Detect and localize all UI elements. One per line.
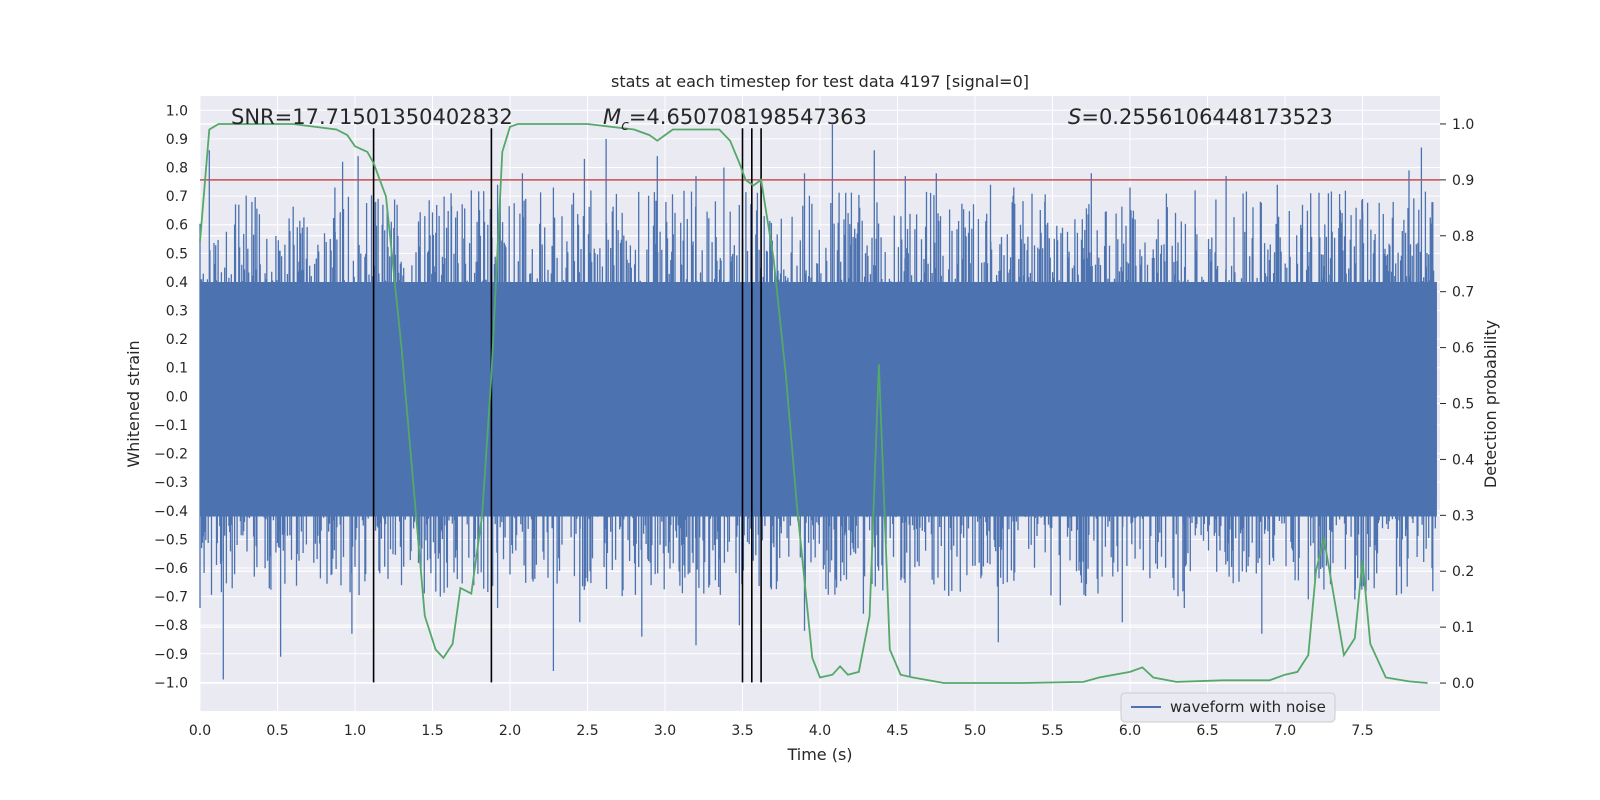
y-left-tick-label: −0.7 bbox=[154, 590, 188, 606]
y-right-tick-label: 0.6 bbox=[1452, 341, 1474, 357]
x-tick-label: 3.0 bbox=[654, 723, 676, 739]
annotation-snr: SNR=17.71501350402832 bbox=[231, 105, 513, 129]
y-right-tick-label: 0.2 bbox=[1452, 564, 1474, 580]
detection-probability-series bbox=[199, 123, 1428, 684]
x-tick-label: 3.5 bbox=[731, 723, 753, 739]
axis-ticks: 0.0 0.5 1.0 1.5 2.0 2.5 3.0 3.5 4.0 4.5 5.0 5.5 6.0 6… bbox=[154, 103, 1474, 739]
annotation-chirp-mass: Mc=4.650708198547363 bbox=[603, 105, 867, 134]
y-left-tick-label: −0.1 bbox=[154, 418, 188, 434]
x-tick-label: 0.5 bbox=[266, 723, 288, 739]
y-left-tick-label: 0.0 bbox=[166, 389, 188, 405]
x-tick-label: 1.0 bbox=[344, 723, 366, 739]
x-tick-label: 6.5 bbox=[1196, 723, 1218, 739]
x-tick-label: 1.5 bbox=[421, 723, 443, 739]
y-right-tick-label: 0.9 bbox=[1452, 173, 1474, 189]
y-left-tick-label: 0.2 bbox=[166, 332, 188, 348]
vertical-markers bbox=[372, 128, 762, 683]
y-left-tick-label: 0.8 bbox=[166, 161, 188, 177]
y-right-tick-label: 0.8 bbox=[1452, 229, 1474, 245]
legend-label: waveform with noise bbox=[1170, 698, 1326, 716]
legend-box bbox=[1120, 692, 1336, 723]
y-right-tick-label: 1.0 bbox=[1452, 117, 1474, 133]
y-left-tick-label: 1.0 bbox=[166, 103, 188, 119]
y-right-tick-label: 0.0 bbox=[1452, 676, 1474, 692]
y-left-tick-label: 0.3 bbox=[166, 304, 188, 320]
y-left-tick-label: −0.6 bbox=[154, 561, 188, 577]
y-right-tick-label: 0.7 bbox=[1452, 285, 1474, 301]
y-left-tick-label: −0.2 bbox=[154, 447, 188, 463]
x-tick-label: 2.5 bbox=[576, 723, 598, 739]
x-tick-label: 5.5 bbox=[1041, 723, 1063, 739]
y-left-tick-label: −1.0 bbox=[154, 675, 188, 691]
y-left-tick-label: −0.4 bbox=[154, 504, 188, 520]
y-axis-label-right: Detection probability bbox=[1481, 320, 1500, 488]
y-left-tick-label: 0.9 bbox=[166, 132, 188, 148]
chart-title: stats at each timestep for test data 419… bbox=[611, 72, 1029, 91]
y-left-tick-label: 0.7 bbox=[166, 189, 188, 205]
x-axis-label: Time (s) bbox=[786, 745, 852, 764]
x-tick-label: 5.0 bbox=[964, 723, 986, 739]
y-left-tick-label: 0.5 bbox=[166, 246, 188, 262]
y-axis-label-left: Whitened strain bbox=[124, 340, 143, 467]
y-left-tick-label: 0.1 bbox=[166, 361, 188, 377]
x-tick-label: 4.0 bbox=[809, 723, 831, 739]
x-tick-label: 7.0 bbox=[1274, 723, 1296, 739]
x-tick-label: 6.0 bbox=[1119, 723, 1141, 739]
waveform-line bbox=[199, 124, 1437, 680]
x-tick-label: 7.5 bbox=[1351, 723, 1373, 739]
x-tick-label: 4.5 bbox=[886, 723, 908, 739]
annotation-s: S=0.2556106448173523 bbox=[1068, 105, 1333, 129]
y-left-tick-label: −0.9 bbox=[154, 647, 188, 663]
x-tick-label: 0.0 bbox=[189, 723, 211, 739]
legend: waveform with noise bbox=[1120, 692, 1336, 723]
y-left-tick-label: 0.4 bbox=[166, 275, 188, 291]
y-left-tick-label: −0.8 bbox=[154, 618, 188, 634]
y-right-tick-label: 0.3 bbox=[1452, 508, 1474, 524]
y-left-tick-label: −0.5 bbox=[154, 532, 188, 548]
y-right-tick-label: 0.1 bbox=[1452, 620, 1474, 636]
x-tick-label: 2.0 bbox=[499, 723, 521, 739]
y-left-tick-label: 0.6 bbox=[166, 218, 188, 234]
y-right-tick-label: 0.5 bbox=[1452, 397, 1474, 413]
y-right-tick-label: 0.4 bbox=[1452, 452, 1474, 468]
y-left-tick-label: −0.3 bbox=[154, 475, 188, 491]
probability-line bbox=[199, 123, 1428, 684]
